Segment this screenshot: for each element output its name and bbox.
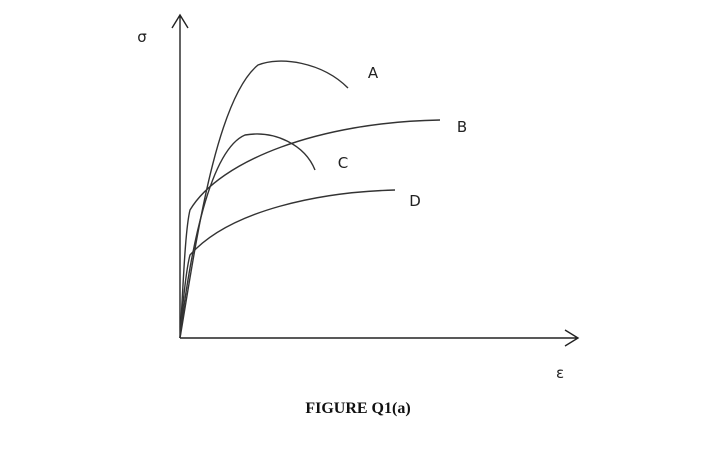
- curve-d: [179, 189, 396, 339]
- caption: FIGURE Q1(a): [305, 400, 410, 417]
- curve-label: C: [338, 154, 348, 172]
- curve-c: [179, 133, 316, 339]
- x-axis: [180, 329, 580, 347]
- y-axis: [171, 13, 189, 338]
- curve-a: [179, 60, 349, 339]
- curve-b: [179, 119, 441, 339]
- curve-label: A: [368, 64, 379, 82]
- curve-label: B: [457, 118, 467, 136]
- y-axis-label: σ: [137, 28, 147, 46]
- x-axis-label: ε: [556, 364, 564, 382]
- curve-label: D: [409, 192, 421, 210]
